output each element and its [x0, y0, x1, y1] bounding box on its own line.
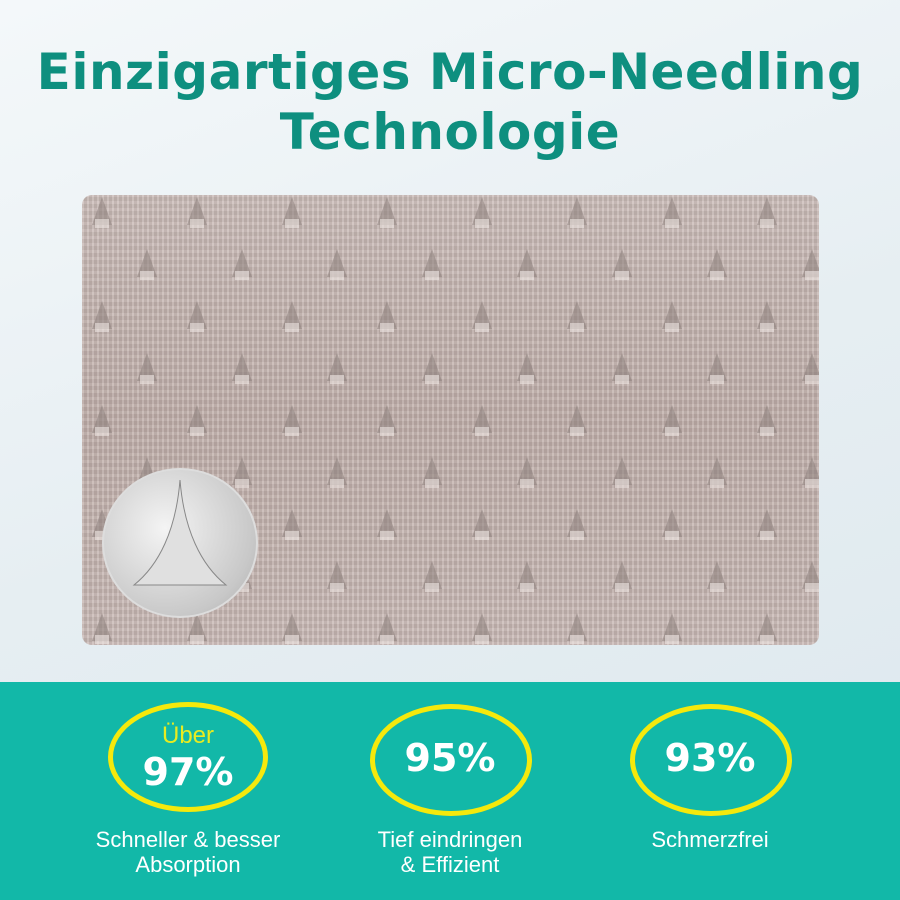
stat-label-line1: Tief eindringen	[377, 827, 523, 852]
progress-ring	[108, 702, 268, 812]
stat-painless: 93% Schmerzfrei	[580, 690, 840, 890]
microneedle-array	[92, 197, 819, 644]
stat-prefix: Über	[161, 722, 215, 749]
stat-label-line2: Absorption	[135, 852, 241, 877]
stat-label-line1: Schmerzfrei	[651, 827, 769, 852]
progress-ring	[630, 704, 792, 816]
stat-value: 93%	[664, 736, 756, 780]
progress-ring	[370, 704, 532, 816]
stat-label-line1: Schneller & besser	[95, 827, 281, 852]
stat-value: 95%	[404, 736, 496, 780]
stat-absorption: Über 97% Schneller & besser Absorption	[58, 690, 318, 890]
stat-value: 97%	[142, 750, 234, 794]
needle-icon	[132, 479, 228, 586]
stat-penetration: 95% Tief eindringen & Effizient	[320, 690, 580, 890]
stat-label-line2: & Effizient	[400, 852, 500, 877]
needle-closeup-image	[102, 468, 258, 618]
page-title: Einzigartiges Micro-Needling Technologie	[36, 43, 864, 161]
